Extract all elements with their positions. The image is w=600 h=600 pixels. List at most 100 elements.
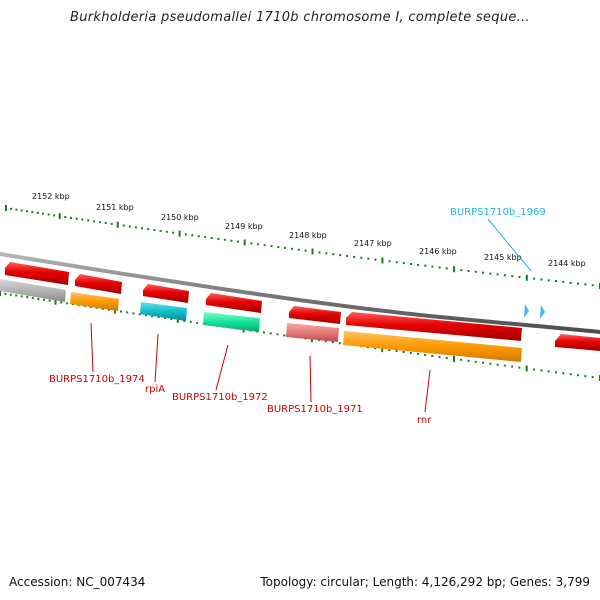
minor-tick: [402, 262, 405, 265]
minor-tick: [25, 210, 28, 213]
minor-tick: [324, 340, 327, 343]
minor-tick: [153, 229, 156, 231]
minor-tick: [533, 368, 536, 371]
minor-tick: [395, 261, 398, 264]
minor-tick: [318, 251, 321, 254]
minor-tick: [110, 222, 113, 225]
gene-feature[interactable]: [75, 274, 122, 294]
minor-tick: [60, 301, 63, 304]
major-tick: [116, 221, 119, 228]
minor-tick: [402, 351, 405, 353]
minor-tick: [98, 221, 101, 224]
minor-tick: [104, 222, 107, 224]
minor-tick: [482, 361, 484, 364]
scale-label: 2149 kbp: [225, 222, 263, 231]
minor-tick: [489, 362, 492, 365]
map-title: Burkholderia pseudomallei 1710b chromoso…: [69, 10, 530, 25]
minor-tick: [269, 332, 272, 335]
scale-label: 2148 kbp: [289, 231, 327, 240]
scale-label: 2147 kbp: [354, 239, 392, 248]
track-feature-pink[interactable]: [286, 323, 339, 342]
gene-label[interactable]: rnr: [417, 415, 432, 426]
minor-tick: [120, 310, 122, 313]
gene-feature[interactable]: [555, 334, 600, 351]
gene-label[interactable]: BURPS1710b_1972: [172, 392, 268, 403]
minor-tick: [81, 218, 84, 221]
connector-line: [154, 333, 159, 383]
minor-tick: [489, 272, 492, 275]
minor-tick: [339, 254, 342, 257]
minor-tick: [591, 376, 594, 379]
minor-tick: [132, 312, 135, 315]
minor-tick: [43, 298, 45, 301]
minor-tick: [87, 219, 90, 222]
gene-label[interactable]: BURPS1710b_1974: [49, 374, 145, 385]
minor-tick: [438, 266, 441, 269]
gene-feature[interactable]: [206, 293, 262, 313]
minor-tick: [10, 207, 13, 210]
track-feature-green[interactable]: [203, 312, 260, 332]
minor-tick: [66, 302, 69, 305]
minor-tick: [562, 280, 565, 283]
minor-tick: [204, 236, 207, 239]
track-feature-orange[interactable]: [343, 331, 522, 362]
track-feature-orange[interactable]: [70, 292, 119, 311]
track-feature-gray[interactable]: [0, 279, 66, 302]
minor-tick: [230, 239, 233, 242]
minor-tick: [263, 244, 266, 247]
gene-feature[interactable]: [143, 284, 189, 303]
connector-line: [424, 369, 431, 413]
minor-tick: [584, 283, 587, 286]
minor-tick: [325, 252, 328, 255]
highlight-markers: [524, 304, 545, 319]
minor-tick: [332, 253, 335, 256]
scale-label: 2152 kbp: [32, 192, 70, 201]
minor-tick: [15, 294, 18, 297]
gene-label[interactable]: rpiA: [145, 384, 165, 395]
minor-tick: [31, 297, 34, 300]
minor-tick: [147, 228, 150, 231]
outer-scale-ticks: [5, 205, 600, 289]
minor-tick: [584, 375, 587, 378]
major-tick: [0, 290, 1, 296]
track-feature-cyan[interactable]: [140, 302, 187, 321]
marker-icon[interactable]: [524, 304, 529, 318]
genome-summary-text: Topology: circular; Length: 4,126,292 bp…: [260, 575, 590, 589]
minor-tick: [134, 226, 137, 229]
gene-label[interactable]: BURPS1710b_1971: [267, 404, 363, 415]
minor-tick: [257, 243, 259, 246]
minor-tick: [474, 360, 477, 363]
minor-tick: [237, 240, 239, 243]
major-tick: [176, 316, 179, 323]
scale-label: 2145 kbp: [484, 253, 522, 262]
minor-tick: [547, 279, 550, 282]
minor-tick: [284, 246, 286, 249]
minor-tick: [210, 237, 213, 239]
feature-track: [0, 279, 522, 362]
minor-tick: [196, 321, 199, 324]
gene-feature[interactable]: [5, 262, 69, 285]
minor-tick: [26, 296, 29, 299]
minor-tick: [75, 217, 78, 220]
chromosome-backbone: [0, 252, 600, 334]
minor-tick: [395, 350, 398, 352]
minor-tick: [276, 333, 279, 336]
minor-tick: [388, 260, 391, 263]
scale-label: 2150 kbp: [161, 213, 199, 222]
major-tick: [453, 266, 456, 273]
gene-label[interactable]: BURPS1710b_1969: [450, 207, 546, 218]
minor-tick: [577, 282, 579, 285]
gene-feature[interactable]: [346, 312, 522, 341]
minor-tick: [128, 225, 131, 228]
minor-tick: [511, 275, 514, 278]
major-tick: [311, 248, 314, 255]
minor-tick: [70, 216, 72, 219]
minor-tick: [577, 374, 579, 377]
major-tick: [525, 274, 528, 281]
minor-tick: [503, 364, 506, 367]
minor-tick: [36, 211, 39, 214]
minor-tick: [250, 242, 253, 245]
minor-tick: [388, 349, 391, 352]
marker-icon[interactable]: [540, 305, 545, 319]
gene-feature[interactable]: [289, 306, 341, 324]
